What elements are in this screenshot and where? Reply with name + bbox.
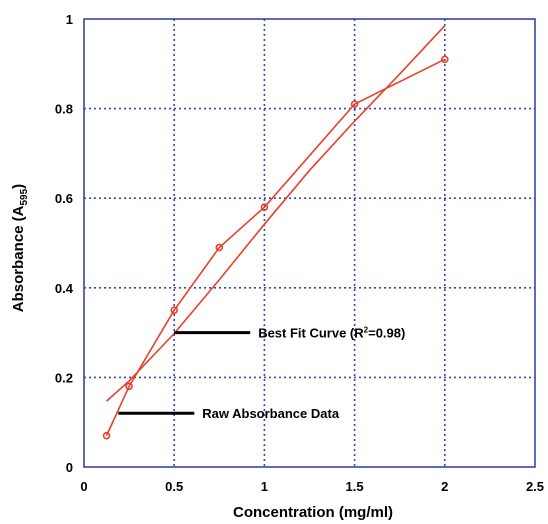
x-tick-label-3: 1.5 [346, 479, 364, 494]
x-axis-title: Concentration (mg/ml) [233, 504, 393, 521]
series-raw-point-2 [170, 306, 178, 315]
series-raw-point-5 [350, 100, 359, 108]
plot-frame [83, 18, 536, 468]
y-axis-title-main: Absorbance (A [10, 205, 27, 312]
annotations: Best Fit Curve (R2=0.98) Raw Absorbance D… [118, 326, 405, 421]
y-axis-title-sub: 595 [19, 188, 30, 205]
x-tick-label-1: 0.5 [165, 479, 183, 494]
series-raw-point-1 [125, 382, 133, 391]
y-tick-label-3: 0.6 [55, 191, 73, 206]
annotation-label-1: Raw Absorbance Data [202, 406, 340, 421]
series-raw-point-6 [440, 55, 449, 64]
y-tick-label-5: 1 [66, 12, 73, 27]
annotation-label-0: Best Fit Curve (R2=0.98) [258, 326, 405, 341]
y-tick-label-2: 0.4 [55, 281, 74, 296]
annotation-sup-0: 2 [364, 326, 369, 335]
y-axis-title: Absorbance (A595) [10, 184, 30, 312]
series-raw-point-3 [215, 243, 224, 252]
x-tick-label-4: 2 [441, 479, 448, 494]
y-tick-label-1: 0.2 [55, 370, 73, 385]
y-tick-label-4: 0.8 [55, 102, 73, 117]
tick-labels: 0 0.5 1 1.5 2 2.5 0 0.2 0.4 0.6 0.8 1 [55, 12, 544, 494]
x-tick-label-0: 0 [80, 479, 87, 494]
grid-lines [84, 19, 535, 467]
series-raw-point-0 [102, 431, 111, 440]
series-raw-point-4 [260, 203, 269, 211]
x-tick-label-5: 2.5 [526, 479, 544, 494]
y-tick-label-0: 0 [66, 460, 73, 475]
annotation-text-0: Best Fit Curve (R [258, 326, 364, 341]
x-tick-label-2: 1 [261, 479, 268, 494]
series-fit-line [106, 25, 446, 402]
series-layer [102, 25, 449, 440]
series-raw-line [105, 58, 446, 436]
y-axis-title-close: ) [10, 184, 27, 189]
annotation-text-end-0: =0.98) [368, 326, 405, 341]
annotation-text-1: Raw Absorbance Data [202, 406, 340, 421]
